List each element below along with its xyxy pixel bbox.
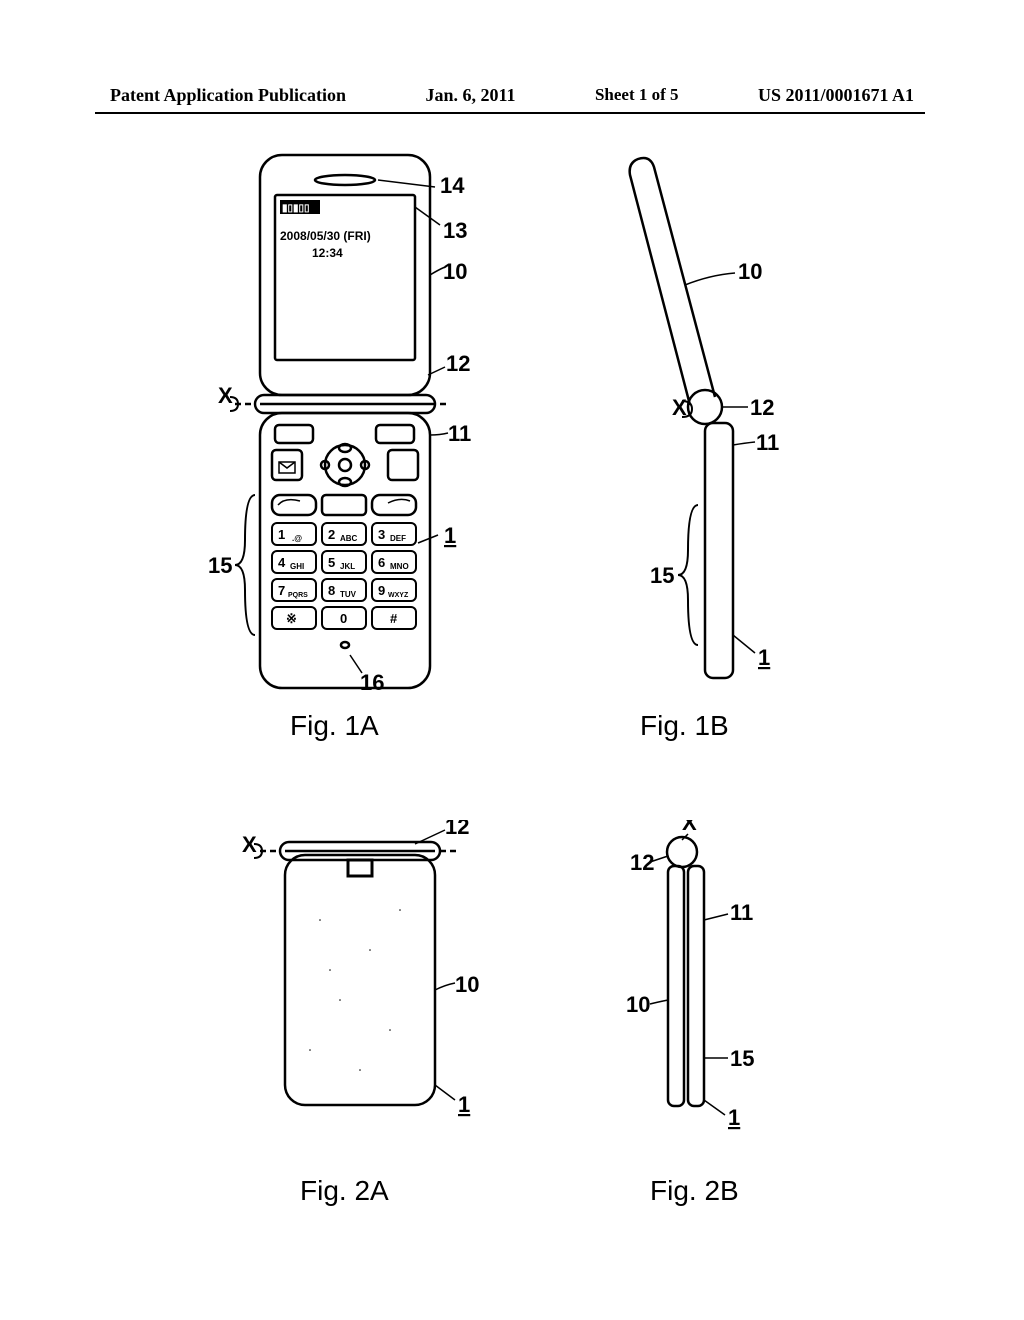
sheet-label: Sheet 1 of 5 (595, 85, 679, 106)
ref-15b: 15 (650, 563, 674, 588)
svg-text:6: 6 (378, 555, 385, 570)
svg-text:PQRS: PQRS (288, 592, 308, 599)
ref-15-2b: 15 (730, 1046, 754, 1071)
ref-10-2a: 10 (455, 972, 479, 997)
page-header: Patent Application Publication Jan. 6, 2… (0, 85, 1024, 106)
header-rule (95, 112, 925, 114)
svg-text:ABC: ABC (340, 534, 358, 543)
svg-text:#: # (390, 611, 398, 626)
axis-x-2b: X (682, 820, 697, 835)
ref-15: 15 (208, 553, 232, 578)
fig-1b: X 10 12 11 1 15 (570, 145, 810, 705)
svg-text:DEF: DEF (390, 534, 406, 543)
svg-text:GHI: GHI (290, 562, 304, 571)
caption-1a: Fig. 1A (290, 710, 379, 742)
ref-1-2a: 1 (458, 1092, 470, 1117)
svg-text:4: 4 (278, 555, 286, 570)
svg-text:TUV: TUV (340, 590, 357, 599)
ref-12: 12 (446, 351, 470, 376)
ref-10: 10 (443, 259, 467, 284)
ref-11-2b: 11 (730, 900, 753, 925)
caption-2b: Fig. 2B (650, 1175, 739, 1207)
fig-2a: X 12 10 1 (230, 820, 490, 1170)
publication-label: Patent Application Publication (110, 85, 346, 106)
ref-12-2a: 12 (445, 820, 469, 839)
svg-text:8: 8 (328, 583, 335, 598)
ref-12b: 12 (750, 395, 774, 420)
ref-1b: 1 (758, 645, 770, 670)
ref-16: 16 (360, 670, 384, 695)
ref-12-2b: 12 (630, 850, 654, 875)
svg-text:5: 5 (328, 555, 335, 570)
ref-14: 14 (440, 173, 465, 198)
ref-13: 13 (443, 218, 467, 243)
screen-date: 2008/05/30 (FRI) (280, 229, 371, 243)
ref-10-2b: 10 (626, 992, 650, 1017)
caption-2a: Fig. 2A (300, 1175, 389, 1207)
axis-x-label: X (218, 383, 233, 408)
svg-text:.@: .@ (292, 534, 302, 543)
svg-text:1: 1 (278, 527, 285, 542)
docnum-label: US 2011/0001671 A1 (758, 85, 914, 106)
svg-text:7: 7 (278, 583, 285, 598)
svg-text:JKL: JKL (340, 562, 355, 571)
svg-text:MNO: MNO (390, 562, 409, 571)
ref-10b: 10 (738, 259, 762, 284)
svg-text:2: 2 (328, 527, 335, 542)
fig-2b: X 12 11 10 15 1 (610, 820, 810, 1170)
svg-text:3: 3 (378, 527, 385, 542)
ref-11b: 11 (756, 430, 779, 455)
ref-1-2b: 1 (728, 1105, 740, 1130)
screen-time: 12:34 (312, 246, 343, 260)
svg-text:0: 0 (340, 611, 347, 626)
svg-text:9: 9 (378, 583, 385, 598)
fig-1a: ▮▯▮▯▯ 2008/05/30 (FRI) 12:34 1 .@ 2 ABC 3D… (200, 145, 480, 705)
date-label: Jan. 6, 2011 (425, 85, 515, 106)
caption-1b: Fig. 1B (640, 710, 729, 742)
ref-1: 1 (444, 523, 456, 548)
ref-11: 11 (448, 421, 471, 446)
svg-text:WXYZ: WXYZ (388, 592, 409, 599)
svg-text:※: ※ (286, 611, 297, 626)
screen-signal: ▮▯▮▯▯ (282, 203, 310, 214)
